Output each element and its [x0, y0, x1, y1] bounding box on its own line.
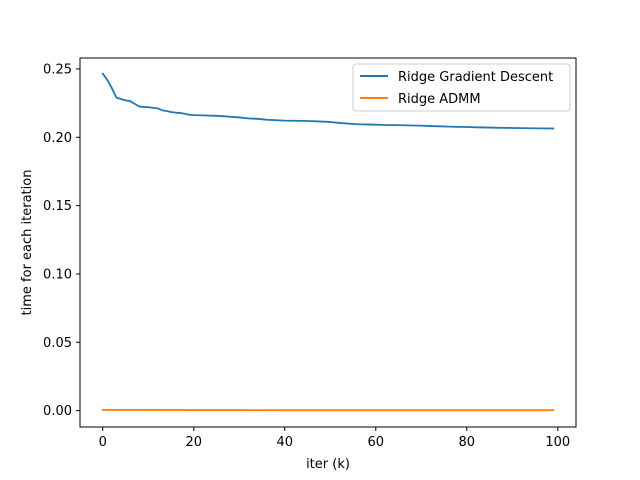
x-tick-label: 20 — [185, 435, 202, 450]
x-axis: 0 20 40 60 80 100 — [99, 427, 570, 450]
y-axis: 0.00 0.05 0.10 0.15 0.20 0.25 — [43, 62, 80, 419]
axes-frame — [79, 57, 577, 428]
y-axis-label: time for each iteration — [20, 170, 35, 316]
legend: Ridge Gradient Descent Ridge ADMM — [352, 63, 571, 112]
series-line-gradient-descent — [101, 72, 555, 130]
legend-box — [352, 63, 571, 112]
x-axis-label: iter (k) — [306, 457, 350, 472]
y-tick-label: 0.05 — [43, 336, 72, 351]
x-tick-label: 100 — [545, 435, 570, 450]
legend-label-admm: Ridge ADMM — [398, 92, 481, 107]
legend-label-gradient-descent: Ridge Gradient Descent — [398, 70, 553, 85]
x-tick-label: 40 — [276, 435, 293, 450]
y-tick-label: 0.15 — [43, 199, 72, 214]
x-tick-label: 0 — [99, 435, 107, 450]
x-tick-label: 80 — [459, 435, 476, 450]
y-tick-label: 0.20 — [43, 131, 72, 146]
y-tick-label: 0.00 — [43, 404, 72, 419]
y-tick-label: 0.25 — [43, 62, 72, 77]
y-tick-label: 0.10 — [43, 267, 72, 282]
plot-area — [101, 72, 555, 412]
x-tick-label: 60 — [368, 435, 385, 450]
